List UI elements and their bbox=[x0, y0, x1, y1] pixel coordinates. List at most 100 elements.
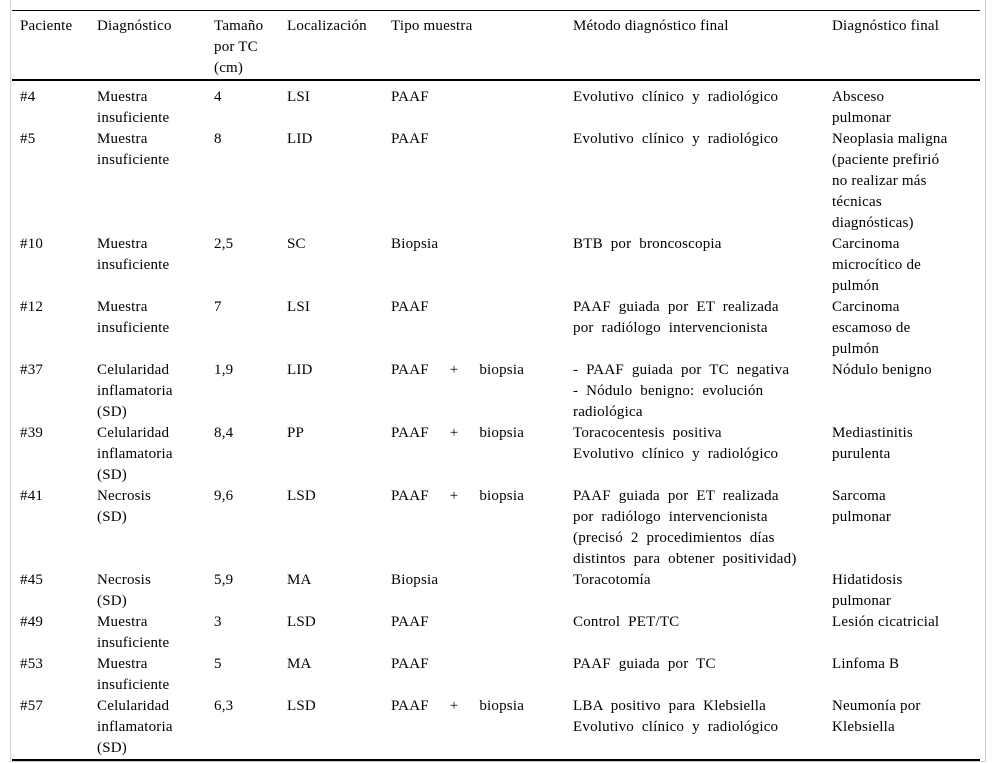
cell-metodo-final: PAAF guiada por ET realizada por radiólo… bbox=[573, 299, 779, 336]
cell-tipo-muestra: PAAF bbox=[391, 131, 429, 147]
table-body: #4 Muestra insuficiente 4 LSI PAAF Evolu… bbox=[12, 80, 980, 760]
cell-diagnostico-final: Neumonía por Klebsiella bbox=[832, 698, 921, 735]
cell-tamano-tc: 9,6 bbox=[214, 488, 234, 504]
cell-diagnostico-final: Linfoma B bbox=[832, 656, 900, 672]
cell-tamano-tc: 1,9 bbox=[214, 362, 234, 378]
cell-diagnostico: Celularidad inflamatoria (SD) bbox=[97, 425, 173, 483]
cell-paciente: #4 bbox=[20, 89, 36, 105]
cell-metodo-final: Toracotomía bbox=[573, 572, 651, 588]
cell-diagnostico-final: Neoplasia maligna (paciente prefirió no … bbox=[832, 131, 948, 231]
table-frame: Paciente Diagnóstico Tamaño por TC (cm) … bbox=[10, 0, 986, 762]
cell-localizacion: LID bbox=[287, 362, 313, 378]
cell-metodo-final: Evolutivo clínico y radiológico bbox=[573, 89, 779, 105]
cell-diagnostico: Muestra insuficiente bbox=[97, 656, 170, 693]
cell-diagnostico: Muestra insuficiente bbox=[97, 131, 170, 168]
cell-tamano-tc: 6,3 bbox=[214, 698, 234, 714]
cell-metodo-final: Evolutivo clínico y radiológico bbox=[573, 131, 779, 147]
table-row: #4 Muestra insuficiente 4 LSI PAAF Evolu… bbox=[12, 80, 980, 129]
cell-tipo-muestra: Biopsia bbox=[391, 236, 439, 252]
cell-diagnostico-final: Mediastinitis purulenta bbox=[832, 425, 913, 462]
cell-diagnostico-final: Hidatidosis pulmonar bbox=[832, 572, 903, 609]
cell-tamano-tc: 5 bbox=[214, 656, 222, 672]
table-header: Paciente Diagnóstico Tamaño por TC (cm) … bbox=[12, 10, 980, 81]
cell-diagnostico-final: Nódulo benigno bbox=[832, 362, 932, 378]
table-row: #41 Necrosis (SD) 9,6 LSD PAAF + biopsia… bbox=[12, 486, 980, 570]
cell-metodo-final: Control PET/TC bbox=[573, 614, 680, 630]
cell-localizacion: SC bbox=[287, 236, 306, 252]
col-header-localizacion: Localización bbox=[287, 10, 391, 81]
cell-paciente: #57 bbox=[20, 698, 44, 714]
cell-localizacion: LSD bbox=[287, 614, 316, 630]
cell-tipo-muestra: PAAF bbox=[391, 299, 429, 315]
cell-diagnostico-final: Lesión cicatricial bbox=[832, 614, 940, 630]
table-row: #39 Celularidad inflamatoria (SD) 8,4 PP… bbox=[12, 423, 980, 486]
cell-metodo-final: LBA positivo para Klebsiella Evolutivo c… bbox=[573, 698, 779, 735]
cell-tipo-muestra: PAAF + biopsia bbox=[391, 362, 525, 378]
col-header-diagnostico: Diagnóstico bbox=[97, 10, 214, 81]
cell-diagnostico: Muestra insuficiente bbox=[97, 236, 170, 273]
table-row: #10 Muestra insuficiente 2,5 SC Biopsia … bbox=[12, 234, 980, 297]
cell-paciente: #53 bbox=[20, 656, 44, 672]
cell-diagnostico: Celularidad inflamatoria (SD) bbox=[97, 362, 173, 420]
cell-tamano-tc: 2,5 bbox=[214, 236, 234, 252]
cell-diagnostico-final: Carcinoma escamoso de pulmón bbox=[832, 299, 911, 357]
cell-localizacion: PP bbox=[287, 425, 305, 441]
table-row: #37 Celularidad inflamatoria (SD) 1,9 LI… bbox=[12, 360, 980, 423]
patients-diagnostics-table: Paciente Diagnóstico Tamaño por TC (cm) … bbox=[12, 10, 980, 761]
cell-tipo-muestra: PAAF bbox=[391, 614, 429, 630]
col-header-tamano-tc: Tamaño por TC (cm) bbox=[214, 10, 287, 81]
col-header-tipo-muestra: Tipo muestra bbox=[391, 10, 573, 81]
cell-localizacion: LSI bbox=[287, 299, 311, 315]
cell-metodo-final: Toracocentesis positiva Evolutivo clínic… bbox=[573, 425, 779, 462]
cell-tamano-tc: 7 bbox=[214, 299, 222, 315]
cell-metodo-final: PAAF guiada por TC bbox=[573, 656, 716, 672]
cell-tamano-tc: 3 bbox=[214, 614, 222, 630]
cell-diagnostico: Necrosis (SD) bbox=[97, 488, 152, 525]
cell-localizacion: LSD bbox=[287, 698, 316, 714]
cell-paciente: #39 bbox=[20, 425, 44, 441]
cell-diagnostico: Muestra insuficiente bbox=[97, 299, 170, 336]
cell-paciente: #12 bbox=[20, 299, 44, 315]
header-row: Paciente Diagnóstico Tamaño por TC (cm) … bbox=[12, 10, 980, 81]
cell-paciente: #49 bbox=[20, 614, 44, 630]
cell-paciente: #5 bbox=[20, 131, 36, 147]
cell-paciente: #45 bbox=[20, 572, 44, 588]
cell-paciente: #37 bbox=[20, 362, 44, 378]
cell-tipo-muestra: Biopsia bbox=[391, 572, 439, 588]
col-header-paciente: Paciente bbox=[12, 10, 97, 81]
cell-diagnostico: Necrosis (SD) bbox=[97, 572, 152, 609]
cell-tipo-muestra: PAAF + biopsia bbox=[391, 425, 525, 441]
cell-localizacion: LSI bbox=[287, 89, 311, 105]
table-row: #57 Celularidad inflamatoria (SD) 6,3 LS… bbox=[12, 696, 980, 760]
cell-tipo-muestra: PAAF + biopsia bbox=[391, 698, 525, 714]
table-row: #53 Muestra insuficiente 5 MA PAAF PAAF … bbox=[12, 654, 980, 696]
table-row: #12 Muestra insuficiente 7 LSI PAAF PAAF… bbox=[12, 297, 980, 360]
cell-tamano-tc: 8,4 bbox=[214, 425, 234, 441]
cell-diagnostico: Celularidad inflamatoria (SD) bbox=[97, 698, 173, 756]
cell-metodo-final: PAAF guiada por ET realizada por radiólo… bbox=[573, 488, 797, 567]
col-header-metodo-diagnostico-final: Método diagnóstico final bbox=[573, 10, 832, 81]
cell-tamano-tc: 4 bbox=[214, 89, 222, 105]
table-row: #49 Muestra insuficiente 3 LSD PAAF Cont… bbox=[12, 612, 980, 654]
cell-diagnostico-final: Carcinoma microcítico de pulmón bbox=[832, 236, 922, 294]
table-row: #45 Necrosis (SD) 5,9 MA Biopsia Toracot… bbox=[12, 570, 980, 612]
cell-tamano-tc: 5,9 bbox=[214, 572, 234, 588]
cell-localizacion: LID bbox=[287, 131, 313, 147]
cell-metodo-final: - PAAF guiada por TC negativa - Nódulo b… bbox=[573, 362, 790, 420]
cell-tipo-muestra: PAAF + biopsia bbox=[391, 488, 525, 504]
cell-paciente: #10 bbox=[20, 236, 44, 252]
cell-metodo-final: BTB por broncoscopia bbox=[573, 236, 722, 252]
cell-paciente: #41 bbox=[20, 488, 44, 504]
cell-localizacion: LSD bbox=[287, 488, 316, 504]
cell-tipo-muestra: PAAF bbox=[391, 89, 429, 105]
cell-tamano-tc: 8 bbox=[214, 131, 222, 147]
cell-localizacion: MA bbox=[287, 572, 312, 588]
cell-tipo-muestra: PAAF bbox=[391, 656, 429, 672]
cell-diagnostico-final: Sarcoma pulmonar bbox=[832, 488, 892, 525]
cell-diagnostico-final: Absceso pulmonar bbox=[832, 89, 892, 126]
cell-diagnostico: Muestra insuficiente bbox=[97, 614, 170, 651]
cell-diagnostico: Muestra insuficiente bbox=[97, 89, 170, 126]
col-header-diagnostico-final: Diagnóstico final bbox=[832, 10, 980, 81]
table-row: #5 Muestra insuficiente 8 LID PAAF Evolu… bbox=[12, 129, 980, 234]
cell-localizacion: MA bbox=[287, 656, 312, 672]
